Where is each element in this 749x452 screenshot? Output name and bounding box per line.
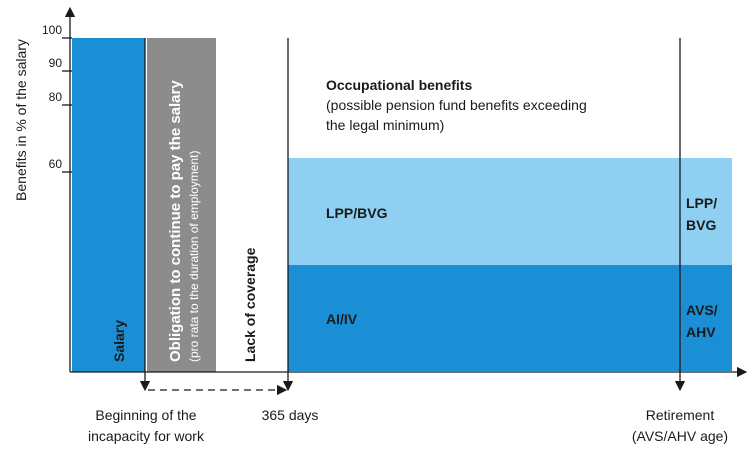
ai-text: AI/IV — [326, 311, 358, 327]
lpp-retired: LPP/ — [686, 195, 717, 211]
salary-block — [72, 38, 145, 372]
tick-label: 90 — [49, 56, 63, 70]
lpp-text: LPP/BVG — [326, 205, 388, 221]
avs-text: AVS/ — [686, 302, 718, 318]
retire-label: (AVS/AHV age) — [632, 428, 728, 444]
obligation-note: (pro rata to the duration of employment) — [187, 151, 201, 362]
occ-title: Occupational benefits — [326, 77, 472, 93]
y-label: Benefits in % of the salary — [13, 39, 29, 201]
occ-line: (possible pension fund benefits exceedin… — [326, 97, 587, 113]
tick-label: 80 — [49, 90, 63, 104]
ai-block — [288, 265, 732, 371]
obligation-block — [147, 38, 216, 372]
lpp-retired: BVG — [686, 217, 716, 233]
days-label: 365 days — [262, 407, 319, 423]
lpp-block — [288, 158, 732, 265]
tick-label: 100 — [42, 23, 62, 37]
avs-text: AHV — [686, 324, 716, 340]
tick-label: 60 — [49, 157, 63, 171]
retire-label: Retirement — [646, 407, 715, 423]
obligation-text: Obligation to continue to pay the salary — [167, 80, 184, 362]
salary-text: Salary — [111, 320, 127, 362]
lack-text: Lack of coverage — [242, 247, 258, 362]
start-label: Beginning of the — [95, 407, 196, 423]
occ-line: the legal minimum) — [326, 117, 444, 133]
start-label: incapacity for work — [88, 428, 205, 444]
